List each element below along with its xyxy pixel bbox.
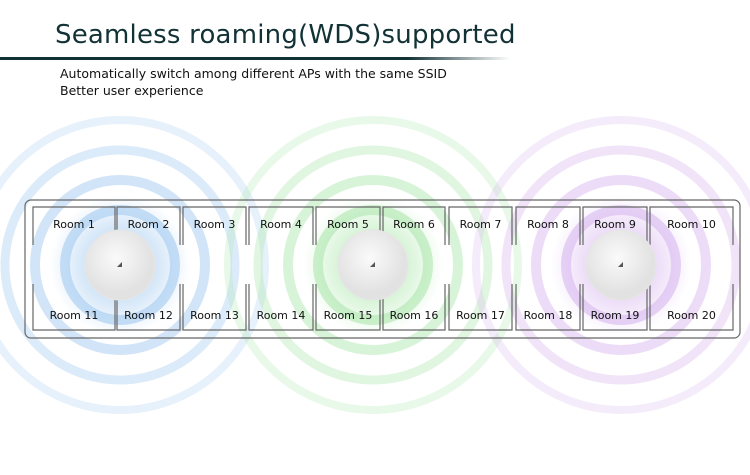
signal-ring (561, 205, 681, 325)
room-wall (32, 206, 116, 245)
room-wall (248, 206, 314, 245)
room-wall (182, 206, 247, 245)
room-wall (315, 284, 381, 331)
room-label: Room 3 (194, 218, 236, 231)
page-title: Seamless roaming(WDS)supported (55, 20, 516, 50)
room-label: Room 9 (594, 218, 636, 231)
signal-ring (501, 145, 741, 385)
signal-ring (313, 205, 433, 325)
room-label: Room 6 (393, 218, 435, 231)
room-label: Room 7 (460, 218, 502, 231)
signal-ring (253, 145, 493, 385)
room-label: Room 4 (260, 218, 302, 231)
signal-ring (283, 175, 463, 355)
room-wall (116, 206, 181, 245)
room-label: Room 8 (527, 218, 569, 231)
room-label: Room 18 (524, 309, 573, 322)
subtitle-line-1: Automatically switch among different APs… (60, 66, 447, 81)
room-wall (382, 284, 446, 331)
room-wall (448, 206, 513, 245)
room-label: Room 19 (591, 309, 640, 322)
room-label: Room 12 (124, 309, 173, 322)
room-label: Room 14 (257, 309, 306, 322)
room-wall (582, 206, 648, 245)
room-label: Room 20 (667, 309, 716, 322)
led-indicator-icon (618, 262, 623, 267)
access-point (337, 229, 409, 301)
room-wall (448, 284, 513, 331)
room-label: Room 5 (327, 218, 369, 231)
room-wall (582, 284, 648, 331)
room-wall (32, 284, 116, 331)
room-wall (382, 206, 446, 245)
floor-outline (24, 199, 741, 339)
room-label: Room 2 (128, 218, 170, 231)
room-label: Room 17 (456, 309, 505, 322)
room-wall (116, 284, 181, 331)
signal-ring (0, 116, 269, 414)
room-label: Room 1 (53, 218, 95, 231)
access-point (84, 229, 156, 301)
room-label: Room 10 (667, 218, 716, 231)
led-indicator-icon (370, 262, 375, 267)
subtitle-line-2: Better user experience (60, 83, 204, 98)
access-point (585, 229, 657, 301)
room-wall (515, 206, 581, 245)
room-wall (248, 284, 314, 331)
signal-ring (0, 145, 240, 385)
room-wall (649, 206, 734, 245)
room-wall (182, 284, 247, 331)
room-label: Room 11 (50, 309, 99, 322)
room-label: Room 16 (390, 309, 439, 322)
room-wall (649, 284, 734, 331)
signal-ring (30, 175, 210, 355)
room-wall (515, 284, 581, 331)
room-label: Room 15 (324, 309, 373, 322)
room-wall (315, 206, 381, 245)
signal-ring (472, 116, 750, 414)
led-indicator-icon (117, 262, 122, 267)
signal-ring (224, 116, 522, 414)
title-underline (0, 57, 510, 60)
signal-ring (531, 175, 711, 355)
signal-ring (60, 205, 180, 325)
room-label: Room 13 (190, 309, 239, 322)
